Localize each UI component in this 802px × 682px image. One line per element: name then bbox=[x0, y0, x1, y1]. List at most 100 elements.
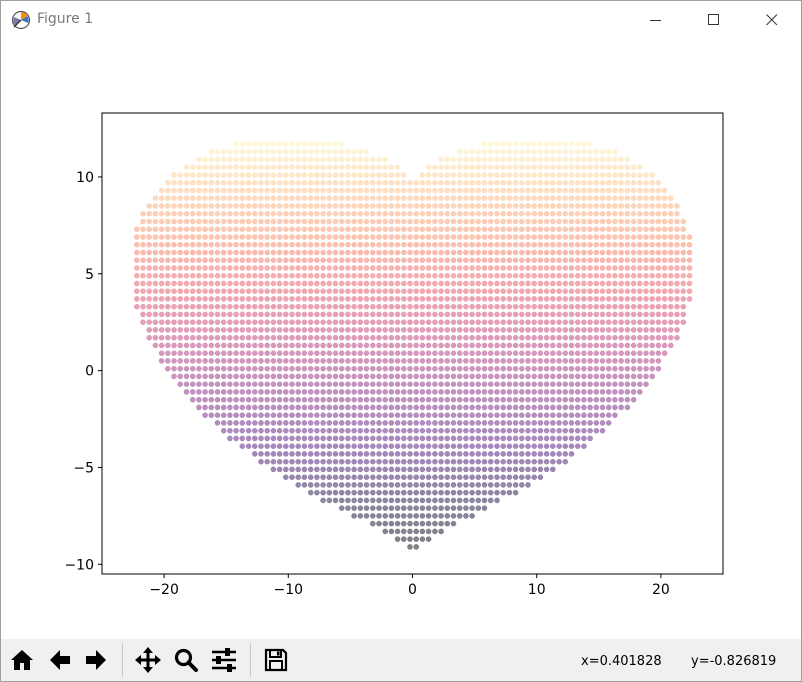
scatter-point bbox=[549, 164, 556, 171]
scatter-point bbox=[469, 389, 475, 395]
scatter-point bbox=[320, 210, 326, 217]
scatter-point bbox=[636, 389, 643, 395]
forward-button[interactable] bbox=[81, 645, 111, 675]
scatter-point bbox=[438, 265, 444, 271]
scatter-point bbox=[376, 210, 382, 217]
scatter-point bbox=[394, 296, 401, 302]
scatter-point bbox=[227, 350, 233, 357]
scatter-point bbox=[345, 195, 351, 202]
scatter-point bbox=[450, 489, 457, 496]
scatter-point bbox=[314, 350, 320, 357]
scatter-point bbox=[158, 358, 165, 364]
pan-button[interactable] bbox=[133, 645, 163, 675]
scatter-point bbox=[537, 172, 544, 178]
scatter-point bbox=[326, 164, 333, 171]
scatter-point bbox=[320, 381, 326, 388]
scatter-point bbox=[500, 311, 507, 318]
scatter-point bbox=[264, 420, 271, 426]
close-button[interactable] bbox=[749, 1, 795, 39]
save-button[interactable] bbox=[261, 645, 291, 675]
scatter-point bbox=[202, 203, 208, 209]
scatter-point bbox=[587, 350, 593, 357]
scatter-point bbox=[525, 319, 531, 326]
back-button[interactable] bbox=[45, 645, 75, 675]
scatter-point bbox=[425, 241, 432, 248]
scatter-point bbox=[574, 249, 581, 256]
scatter-point bbox=[314, 381, 320, 388]
scatter-point bbox=[189, 226, 196, 233]
scatter-point bbox=[233, 288, 239, 295]
scatter-point bbox=[605, 179, 612, 186]
scatter-point bbox=[630, 303, 637, 310]
scatter-point bbox=[413, 226, 420, 233]
scatter-point bbox=[599, 210, 606, 217]
scatter-point bbox=[438, 272, 444, 279]
configure-subplots-button[interactable] bbox=[209, 645, 239, 675]
scatter-point bbox=[146, 303, 153, 310]
scatter-point bbox=[581, 226, 587, 233]
scatter-point bbox=[196, 234, 202, 240]
scatter-point bbox=[525, 288, 531, 295]
scatter-point bbox=[276, 443, 283, 450]
scatter-point bbox=[593, 241, 600, 248]
scatter-point bbox=[152, 319, 159, 326]
home-button[interactable] bbox=[7, 645, 37, 675]
scatter-point bbox=[481, 474, 488, 481]
scatter-point bbox=[400, 365, 407, 372]
scatter-point bbox=[326, 288, 333, 295]
scatter-point bbox=[388, 373, 395, 380]
scatter-point bbox=[270, 443, 277, 450]
scatter-point bbox=[245, 272, 252, 279]
scatter-point bbox=[307, 249, 314, 256]
scatter-point bbox=[667, 319, 674, 326]
scatter-point bbox=[481, 319, 488, 326]
scatter-point bbox=[518, 319, 525, 326]
scatter-point bbox=[599, 272, 606, 279]
scatter-point bbox=[258, 280, 264, 287]
scatter-point bbox=[282, 203, 289, 209]
scatter-point bbox=[636, 342, 643, 349]
scatter-point bbox=[400, 342, 407, 349]
scatter-point bbox=[276, 412, 283, 419]
scatter-point bbox=[512, 389, 519, 395]
scatter-point bbox=[376, 319, 382, 326]
scatter-point bbox=[543, 311, 550, 318]
scatter-point bbox=[463, 350, 469, 357]
scatter-point bbox=[593, 172, 600, 178]
scatter-point bbox=[376, 458, 382, 465]
scatter-point bbox=[494, 497, 500, 504]
scatter-point bbox=[469, 148, 475, 155]
scatter-point bbox=[680, 272, 687, 279]
scatter-point bbox=[605, 342, 612, 349]
scatter-point bbox=[307, 427, 314, 434]
scatter-point bbox=[245, 257, 252, 264]
scatter-point bbox=[500, 327, 507, 333]
scatter-point bbox=[549, 203, 556, 209]
scatter-point bbox=[264, 257, 271, 264]
maximize-button[interactable] bbox=[691, 1, 737, 39]
scatter-point bbox=[612, 272, 618, 279]
zoom-icon bbox=[174, 648, 198, 672]
scatter-point bbox=[314, 195, 320, 202]
scatter-point bbox=[556, 443, 562, 450]
scatter-point bbox=[295, 482, 302, 488]
zoom-button[interactable] bbox=[171, 645, 201, 675]
scatter-point bbox=[363, 381, 370, 388]
scatter-point bbox=[158, 195, 165, 202]
scatter-point bbox=[624, 265, 631, 271]
minimize-button[interactable] bbox=[633, 1, 679, 39]
scatter-point bbox=[494, 226, 500, 233]
scatter-point bbox=[674, 327, 680, 333]
scatter-point bbox=[500, 358, 507, 364]
scatter-point bbox=[469, 412, 475, 419]
scatter-point bbox=[581, 350, 587, 357]
scatter-point bbox=[438, 280, 444, 287]
scatter-point bbox=[326, 226, 333, 233]
scatter-point bbox=[183, 241, 190, 248]
scatter-point bbox=[500, 226, 507, 233]
scatter-point bbox=[593, 148, 600, 155]
scatter-point bbox=[562, 443, 569, 450]
scatter-point bbox=[562, 226, 569, 233]
scatter-point bbox=[463, 156, 469, 163]
